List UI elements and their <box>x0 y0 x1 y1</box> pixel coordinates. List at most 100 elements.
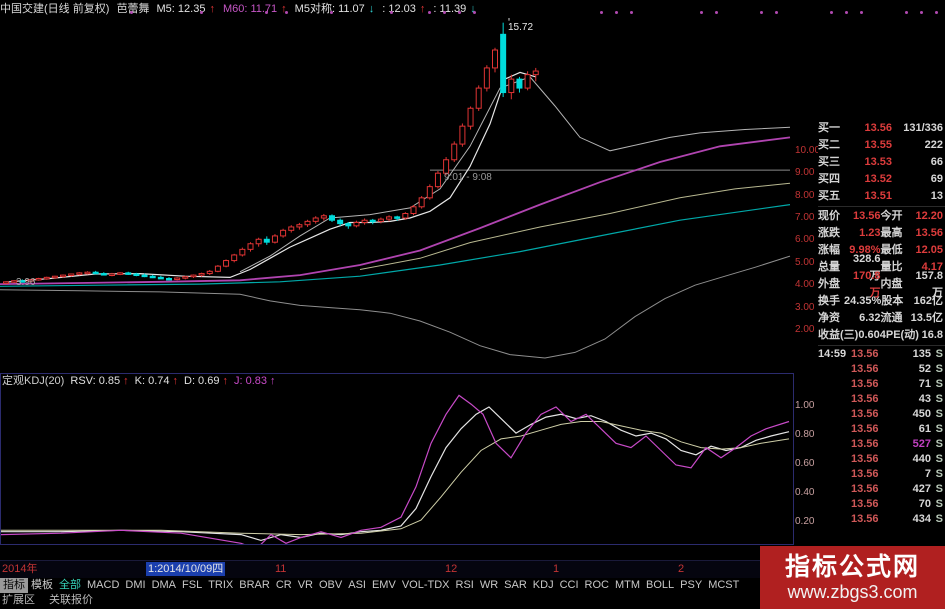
main-ytick: 3.00 <box>795 301 815 313</box>
trade-row[interactable]: 13.56 43 S <box>818 392 945 407</box>
bottom-tab-关联报价[interactable]: 关联报价 <box>49 594 93 606</box>
indicator-tab-模板[interactable]: 模板 <box>31 579 53 591</box>
trade-side: S <box>935 453 943 465</box>
candlestick-svg[interactable] <box>0 10 792 372</box>
indicator-tab-MCST[interactable]: MCST <box>708 579 740 591</box>
trade-row[interactable]: 13.56 440 S <box>818 452 945 467</box>
bid-levels: 买一 13.56 131/336 买二 13.55 222 买三 13.53 66 买四 13.52… <box>818 120 945 205</box>
trade-row[interactable]: 13.56 70 S <box>818 497 945 512</box>
trade-side: S <box>935 378 943 390</box>
kdj-svg[interactable] <box>0 374 793 550</box>
bottom-tab-扩展区[interactable]: 扩展区 <box>2 594 35 606</box>
tick-trade-list[interactable]: 14:59 13.56 135 S 13.56 52 S 13.56 71 S 13.56 43 S 13… <box>818 347 945 527</box>
indicator-tab-VR[interactable]: VR <box>297 579 313 591</box>
trade-volume: 135 <box>912 348 931 360</box>
trade-row[interactable]: 13.56 71 S <box>818 377 945 392</box>
signal-dot-icon <box>458 11 461 14</box>
bid-volume: 222 <box>924 139 943 151</box>
indicator-tab-DMA[interactable]: DMA <box>151 579 177 591</box>
indicator-tab-ASI[interactable]: ASI <box>348 579 366 591</box>
indicator-tab-DMI[interactable]: DMI <box>125 579 146 591</box>
indicator-tab-FSL[interactable]: FSL <box>182 579 203 591</box>
trend-arrow-icon: ↑ <box>222 375 228 387</box>
trend-arrow-icon: ↓ <box>470 3 476 15</box>
kdj-param: D: 0.69 ↑ <box>184 375 231 387</box>
chart-header-bar: 中国交建(日线 前复权) 芭蕾舞 M5: 12.35 ↑ M60: 11.71 ↑ M5… <box>0 0 945 18</box>
indicator-tab-PSY[interactable]: PSY <box>680 579 703 591</box>
trade-time <box>818 392 851 407</box>
param-label-value: D: 0.69 <box>184 375 220 387</box>
trend-arrow-icon: ↑ <box>270 375 276 387</box>
trade-row[interactable]: 13.56 434 S <box>818 512 945 527</box>
signal-dot-icon <box>285 11 288 14</box>
selected-date-label[interactable]: 1:2014/10/09四 <box>146 562 226 576</box>
kdj-ytick: 0.20 <box>795 516 815 527</box>
indicator-tab-EMV[interactable]: EMV <box>371 579 396 591</box>
trade-row[interactable]: 13.56 61 S <box>818 422 945 437</box>
indicator-tab-全部[interactable]: 全部 <box>59 579 81 591</box>
signal-dot-icon <box>760 11 763 14</box>
trade-volume: 440 <box>912 453 931 465</box>
trade-row[interactable]: 13.56 7 S <box>818 467 945 482</box>
trade-volume: 450 <box>912 408 931 420</box>
bid-label: 买二 <box>818 139 840 151</box>
kdj-ytick: 0.60 <box>795 458 815 469</box>
kdj-subchart-panel[interactable] <box>0 373 794 550</box>
trade-row[interactable]: 14:59 13.56 135 S <box>818 347 945 362</box>
bid-label: 买五 <box>818 190 840 202</box>
ma-line-MA5 <box>5 71 537 283</box>
stock-title: 中国交建(日线 前复权) <box>0 3 110 15</box>
trade-time <box>818 497 851 512</box>
bid-label: 买一 <box>818 122 840 134</box>
info-row: 净资 6.32 流通 13.5亿 <box>818 310 945 327</box>
info-value: 13.56 <box>915 227 943 239</box>
ma-line-band-upper <box>239 76 791 273</box>
trade-row[interactable]: 13.56 527 S <box>818 437 945 452</box>
signal-dot-icon <box>428 11 431 14</box>
indicator-tab-VOL-TDX[interactable]: VOL-TDX <box>401 579 450 591</box>
main-candlestick-chart[interactable] <box>0 10 792 372</box>
main-ytick: 8.00 <box>795 189 815 201</box>
indicator-tab-TRIX[interactable]: TRIX <box>208 579 234 591</box>
bid-volume: 69 <box>930 173 943 185</box>
trade-time <box>818 437 851 452</box>
main-ytick: 4.00 <box>795 279 815 291</box>
info-row: 涨跌 1.23 最高 13.56 <box>818 225 945 242</box>
indicator-tab-指标[interactable]: 指标 <box>0 578 28 593</box>
param-label-value: : 11.39 <box>433 3 467 15</box>
indicator-tab-CR[interactable]: CR <box>275 579 292 591</box>
trade-price: 13.56 <box>851 438 879 450</box>
param-label-value: J: 0.83 <box>233 375 267 387</box>
indicator-tab-KDJ[interactable]: KDJ <box>532 579 554 591</box>
bid-label: 买三 <box>818 156 840 168</box>
trade-volume: 527 <box>912 438 931 450</box>
bid-price: 13.56 <box>864 122 892 134</box>
info-label: 现价 <box>818 210 840 222</box>
signal-dot-icon <box>845 11 848 14</box>
trade-side: S <box>935 348 943 360</box>
trade-side: S <box>935 468 943 480</box>
main-indicator-name: 芭蕾舞 <box>116 3 150 15</box>
info-label: 最高 <box>880 227 903 239</box>
trade-price: 13.56 <box>851 423 879 435</box>
param-label-value: : 12.03 <box>382 3 416 15</box>
indicator-tab-BRAR[interactable]: BRAR <box>239 579 270 591</box>
indicator-tab-MACD[interactable]: MACD <box>87 579 120 591</box>
indicator-tab-OBV[interactable]: OBV <box>319 579 343 591</box>
signal-dot-icon <box>715 11 718 14</box>
trade-time <box>818 407 851 422</box>
indicator-tab-RSI[interactable]: RSI <box>455 579 474 591</box>
indicator-tab-WR[interactable]: WR <box>479 579 499 591</box>
trade-row[interactable]: 13.56 52 S <box>818 362 945 377</box>
trade-row[interactable]: 13.56 427 S <box>818 482 945 497</box>
indicator-tab-ROC[interactable]: ROC <box>584 579 609 591</box>
indicator-tab-SAR[interactable]: SAR <box>504 579 527 591</box>
trade-time <box>818 512 851 527</box>
indicator-tab-MTM[interactable]: MTM <box>614 579 641 591</box>
trade-row[interactable]: 13.56 450 S <box>818 407 945 422</box>
indicator-param: M5对称: 11.07 ↓ <box>295 3 379 15</box>
info-label: 涨跌 <box>818 227 840 239</box>
indicator-tab-BOLL[interactable]: BOLL <box>646 579 675 591</box>
indicator-tab-CCI[interactable]: CCI <box>559 579 579 591</box>
watermark-title: 指标公式网 <box>784 552 920 581</box>
